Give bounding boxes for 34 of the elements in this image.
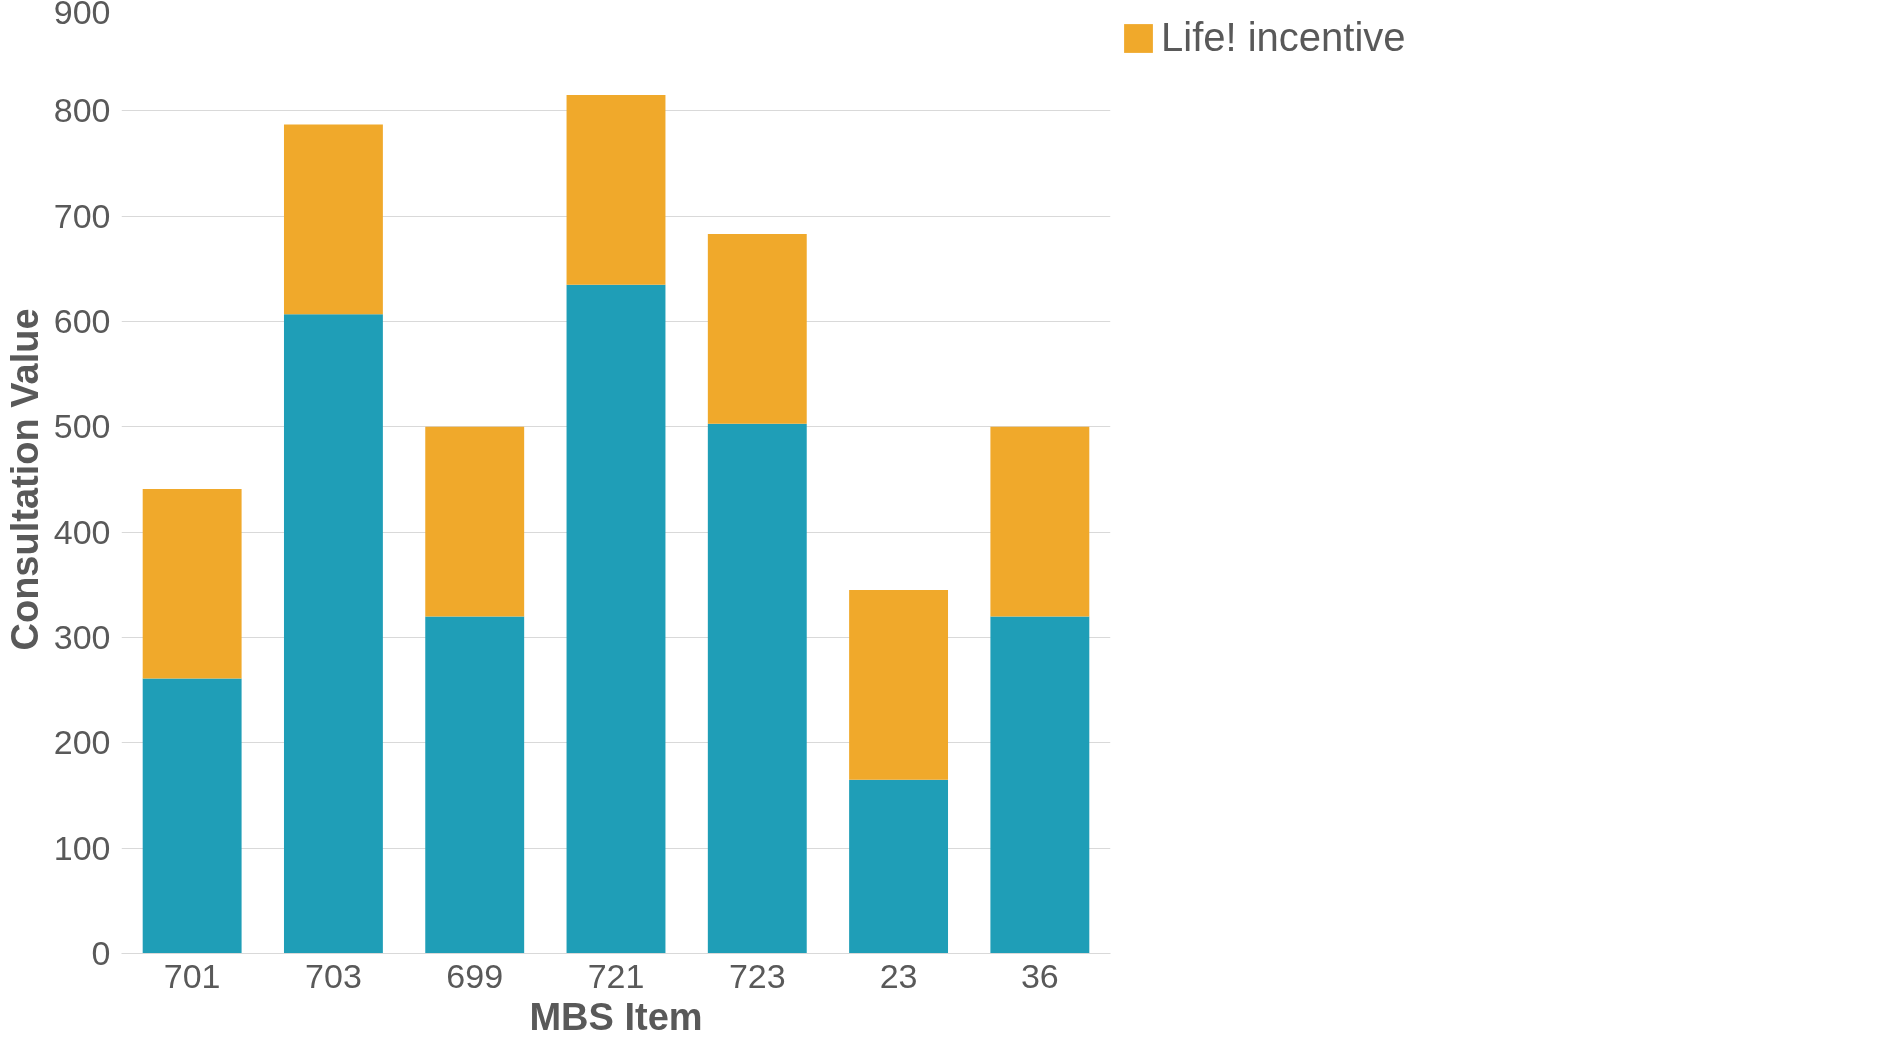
- bar: [425, 616, 525, 954]
- y-tick-label: 800: [53, 91, 111, 130]
- y-tick-label: 600: [53, 302, 111, 340]
- y-tick-label: 100: [53, 828, 111, 867]
- x-tick-label: 721: [587, 956, 645, 995]
- x-tick-label: 36: [1020, 956, 1059, 995]
- bar: [707, 423, 807, 954]
- bar: [283, 124, 383, 315]
- y-tick-label: 700: [53, 196, 111, 235]
- y-tick-label: 200: [53, 723, 111, 762]
- y-tick-label: 900: [53, 0, 111, 31]
- x-tick-label: 699: [446, 956, 504, 995]
- x-tick-label: 23: [879, 956, 918, 995]
- y-tick-label: 0: [91, 934, 111, 972]
- y-axis-title: Consultation Value: [3, 308, 46, 651]
- x-tick-label: 723: [728, 956, 786, 995]
- bar: [142, 488, 242, 679]
- bar: [849, 590, 949, 780]
- legend-label: Life! incentive: [1161, 15, 1406, 60]
- x-tick-label: 701: [163, 956, 221, 995]
- bar: [990, 616, 1090, 954]
- bar: [849, 779, 949, 954]
- bar: [566, 284, 666, 954]
- bar: [425, 426, 525, 617]
- bar: [990, 426, 1090, 617]
- bar: [142, 678, 242, 954]
- y-tick-label: 400: [53, 512, 111, 551]
- bar: [283, 314, 383, 954]
- x-tick-label: 703: [305, 956, 362, 995]
- bar: [566, 95, 666, 285]
- bar: [707, 234, 807, 424]
- y-tick-label: 500: [53, 407, 111, 446]
- x-axis-title: MBS Item: [529, 995, 703, 1038]
- y-tick-label: 300: [53, 618, 111, 656]
